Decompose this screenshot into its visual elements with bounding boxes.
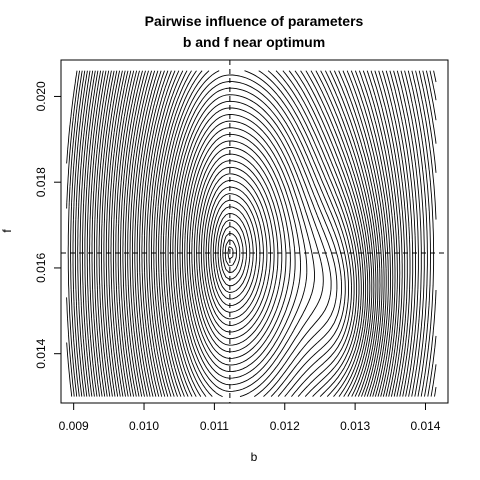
contour-level-38 — [139, 70, 375, 397]
contour-level-16 — [191, 147, 287, 359]
contour-level-15 — [193, 153, 283, 353]
contour-level-49 — [112, 70, 398, 397]
contour-level-58 — [91, 70, 422, 397]
contour-lines — [66, 70, 437, 398]
contour-level-37 — [141, 70, 373, 397]
contour-level-1 — [227, 246, 234, 260]
contour-level-12 — [200, 173, 271, 333]
contour-level-33 — [150, 70, 364, 397]
chart-title-line-2: b and f near optimum — [183, 34, 325, 50]
y-axis-label: f — [0, 229, 14, 233]
contour-level-25 — [170, 87, 342, 397]
contour-level-39 — [136, 70, 377, 397]
contour-level-53 — [103, 70, 408, 397]
y-tick-label: 0.014 — [34, 338, 48, 368]
contour-level-62 — [82, 70, 435, 397]
contour-level-64 — [77, 70, 437, 397]
x-tick-label: 0.009 — [59, 419, 89, 433]
contour-level-48 — [115, 70, 396, 397]
contour-level-4 — [220, 226, 244, 280]
contour-level-28 — [162, 70, 352, 397]
contour-level-2 — [224, 239, 237, 267]
contour-level-31 — [155, 70, 360, 397]
contour-level-35 — [146, 70, 369, 397]
contour-level-66 — [72, 70, 437, 397]
contour-level-18 — [186, 133, 296, 373]
contour-level-52 — [105, 70, 406, 397]
contour-level-23 — [174, 100, 332, 397]
x-axis-label: b — [251, 450, 258, 464]
contour-level-50 — [110, 70, 401, 397]
y-tick-label: 0.020 — [34, 81, 48, 111]
contour-level-63 — [79, 70, 437, 397]
y-axis: 0.014 0.016 0.018 0.020 — [34, 81, 62, 369]
reference-lines — [61, 60, 448, 403]
contour-level-7 — [212, 206, 254, 300]
contour-level-59 — [89, 70, 425, 397]
contour-level-55 — [98, 70, 414, 397]
contour-level-56 — [96, 70, 416, 397]
contour-level-43 — [127, 70, 385, 397]
contour-level-10 — [205, 186, 264, 320]
contour-level-65 — [74, 70, 437, 397]
contour-level-3 — [222, 232, 241, 274]
contour-level-8 — [210, 199, 258, 307]
contour-level-6 — [215, 212, 251, 293]
contour-level-30 — [158, 70, 358, 397]
y-tick-label: 0.016 — [34, 253, 48, 283]
contour-level-47 — [117, 70, 394, 397]
contour-level-46 — [120, 70, 391, 397]
contour-level-29 — [160, 70, 355, 397]
x-tick-label: 0.014 — [410, 419, 440, 433]
contour-level-67 — [70, 70, 437, 397]
contour-level-40 — [134, 70, 379, 397]
contour-level-45 — [122, 70, 389, 397]
x-tick-label: 0.011 — [200, 419, 229, 433]
contour-level-34 — [148, 70, 367, 397]
contour-level-22 — [177, 107, 324, 398]
contour-level-20 — [181, 120, 308, 386]
contour-level-11 — [203, 179, 268, 326]
contour-level-14 — [196, 160, 279, 346]
x-tick-label: 0.010 — [129, 419, 159, 433]
contour-level-9 — [208, 193, 261, 313]
contour-level-32 — [153, 70, 362, 397]
contour-level-24 — [172, 94, 338, 397]
x-tick-label: 0.012 — [270, 419, 300, 433]
contour-level-17 — [189, 140, 291, 366]
contour-level-13 — [198, 166, 275, 340]
contour-level-36 — [143, 70, 371, 397]
contour-level-5 — [217, 219, 247, 287]
y-tick-label: 0.018 — [34, 167, 48, 197]
contour-level-41 — [131, 70, 381, 397]
x-tick-label: 0.013 — [340, 419, 370, 433]
contour-level-60 — [86, 70, 428, 397]
contour-level-69 — [66, 70, 81, 397]
chart-title-line-1: Pairwise influence of parameters — [145, 13, 364, 29]
x-axis: 0.009 0.010 0.011 0.012 0.013 0.014 — [59, 402, 441, 433]
contour-level-68 — [67, 70, 437, 397]
contour-level-44 — [124, 70, 387, 397]
contour-level-70 — [66, 70, 78, 397]
contour-level-21 — [179, 114, 315, 392]
contour-level-51 — [108, 70, 403, 397]
contour-level-61 — [84, 70, 431, 397]
contour-level-54 — [101, 70, 411, 397]
contour-level-19 — [184, 127, 301, 379]
contour-level-57 — [93, 70, 419, 397]
contour-level-26 — [167, 81, 346, 397]
contour-level-42 — [129, 70, 383, 397]
contour-level-27 — [165, 74, 349, 397]
